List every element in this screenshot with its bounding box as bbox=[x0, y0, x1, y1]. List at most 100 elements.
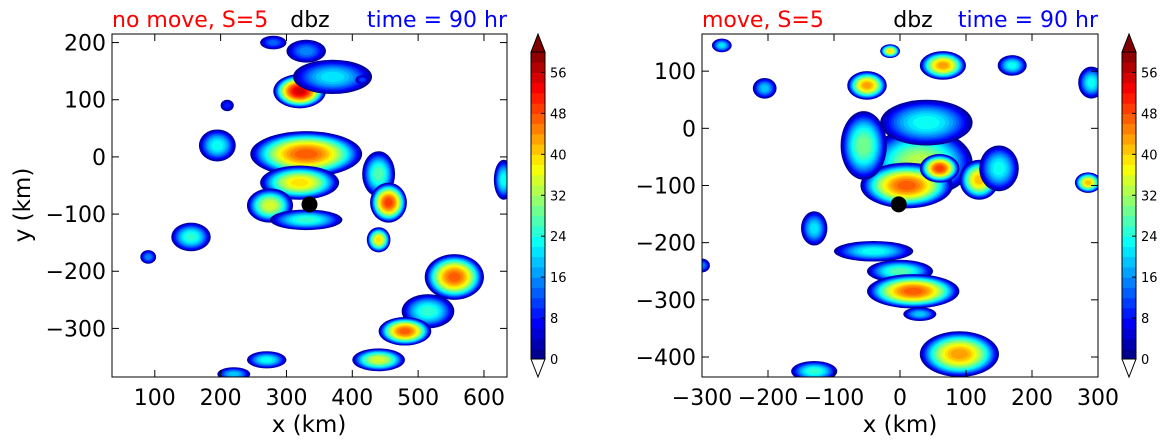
contour-level bbox=[299, 47, 314, 56]
contour-level bbox=[384, 198, 393, 207]
y-tick-label: −300 bbox=[636, 289, 696, 314]
axis-ticks: 100 200 300 400 500 600 200 100 0 −100 −200 −300 bbox=[46, 32, 507, 411]
x-axis-label: x (km) bbox=[863, 412, 938, 438]
rain-cell bbox=[246, 351, 287, 369]
x-tick-label: 0 bbox=[893, 386, 907, 411]
contour-field bbox=[140, 35, 507, 377]
contour-level bbox=[399, 328, 411, 335]
x-tick-label: 400 bbox=[331, 386, 373, 411]
contour-level bbox=[950, 349, 968, 360]
rain-cell bbox=[171, 222, 211, 252]
rain-cell bbox=[880, 44, 900, 59]
rain-cell bbox=[286, 39, 326, 63]
colorbar-segment bbox=[531, 307, 545, 319]
colorbar-tick-label: 0 bbox=[1141, 353, 1149, 368]
colorbar-segment bbox=[1122, 287, 1136, 299]
colorbar-segment bbox=[1122, 318, 1136, 329]
colorbar-segment bbox=[531, 123, 545, 135]
rain-cell bbox=[378, 316, 432, 346]
colorbar-segment bbox=[1122, 82, 1136, 94]
colorbar-segment bbox=[531, 154, 545, 166]
colorbar-segment bbox=[1122, 103, 1136, 114]
colorbar-segment bbox=[531, 205, 545, 217]
y-tick-label: −200 bbox=[46, 260, 106, 285]
colorbar-segment bbox=[531, 72, 545, 84]
colorbar-segment bbox=[531, 328, 545, 340]
colorbar-segment bbox=[531, 92, 545, 104]
y-tick-label: −300 bbox=[46, 317, 106, 342]
x-tick-label: 200 bbox=[200, 386, 242, 411]
contour-level bbox=[903, 287, 923, 295]
contour-level bbox=[1085, 180, 1091, 185]
panel-title-center: dbz bbox=[893, 8, 932, 33]
contour-level bbox=[294, 87, 305, 95]
colorbar-segment bbox=[531, 215, 545, 227]
rain-cell bbox=[250, 131, 363, 177]
contour-level bbox=[448, 272, 461, 282]
contour-level bbox=[913, 116, 940, 130]
colorbar-extend-min bbox=[530, 358, 546, 379]
colorbar-segment bbox=[1122, 256, 1136, 268]
rain-cell bbox=[979, 145, 1019, 192]
colorbar-segment bbox=[531, 287, 545, 299]
y-tick-label: −400 bbox=[636, 346, 696, 371]
rain-cell bbox=[997, 55, 1027, 76]
colorbar-segment bbox=[531, 266, 545, 278]
colorbar-segment bbox=[1122, 307, 1136, 319]
plot-frame bbox=[111, 33, 508, 378]
contour-level bbox=[1087, 77, 1096, 88]
contour-level bbox=[718, 43, 725, 48]
rain-cell bbox=[752, 78, 777, 99]
rain-cell bbox=[370, 182, 407, 223]
contour-level bbox=[185, 232, 197, 241]
colorbar-segment bbox=[1122, 348, 1136, 360]
x-tick-label: −200 bbox=[738, 386, 798, 411]
panel-title-center: dbz bbox=[290, 8, 329, 33]
y-tick-label: 0 bbox=[682, 117, 696, 142]
rain-cell bbox=[791, 360, 838, 377]
panel-title-left: move, S=5 bbox=[702, 8, 824, 33]
colorbar-segment bbox=[531, 103, 545, 114]
x-tick-label: −100 bbox=[804, 386, 864, 411]
rain-cell bbox=[293, 59, 373, 95]
contour-level bbox=[372, 357, 385, 363]
contour-level bbox=[760, 85, 769, 92]
colorbar-segment bbox=[531, 195, 545, 206]
colorbar-segment bbox=[531, 82, 545, 94]
colorbar-tick-label: 48 bbox=[1141, 107, 1158, 122]
x-tick-label: 100 bbox=[945, 386, 987, 411]
colorbar-segment bbox=[531, 174, 545, 186]
y-tick-label: −100 bbox=[46, 203, 106, 228]
colorbar-segment bbox=[1122, 133, 1136, 145]
colorbar-segment bbox=[1122, 52, 1136, 63]
colorbar-segment bbox=[1122, 215, 1136, 227]
rain-cell bbox=[919, 331, 1000, 377]
y-axis-label: y (km) bbox=[10, 168, 36, 243]
contour-level bbox=[261, 357, 273, 363]
y-tick-label: −200 bbox=[636, 232, 696, 257]
colorbar-segment bbox=[1122, 277, 1136, 288]
rain-cell bbox=[270, 209, 343, 231]
x-tick-label: −300 bbox=[672, 386, 732, 411]
panel-title-left: no move, S=5 bbox=[112, 8, 268, 33]
colorbar-extend-min bbox=[1121, 358, 1137, 379]
contour-level bbox=[145, 254, 152, 260]
colorbar-segment bbox=[1122, 328, 1136, 340]
contour-level bbox=[268, 39, 279, 46]
contour-level bbox=[935, 165, 944, 172]
colorbar-tick-label: 56 bbox=[550, 66, 567, 81]
contour-level bbox=[862, 82, 872, 89]
colorbar-tick-label: 24 bbox=[1141, 230, 1158, 245]
contour-level bbox=[375, 236, 382, 243]
rain-cell bbox=[711, 38, 732, 53]
rain-cell bbox=[801, 211, 828, 246]
colorbar-tick-label: 40 bbox=[1141, 148, 1158, 163]
colorbar-tick-label: 8 bbox=[550, 312, 558, 327]
colorbar-segment bbox=[1122, 154, 1136, 166]
rain-cell bbox=[1074, 172, 1098, 193]
colorbar-segment bbox=[531, 133, 545, 145]
y-tick-label: 200 bbox=[64, 32, 106, 57]
y-tick-label: 100 bbox=[64, 89, 106, 114]
x-tick-label: 300 bbox=[1077, 386, 1119, 411]
